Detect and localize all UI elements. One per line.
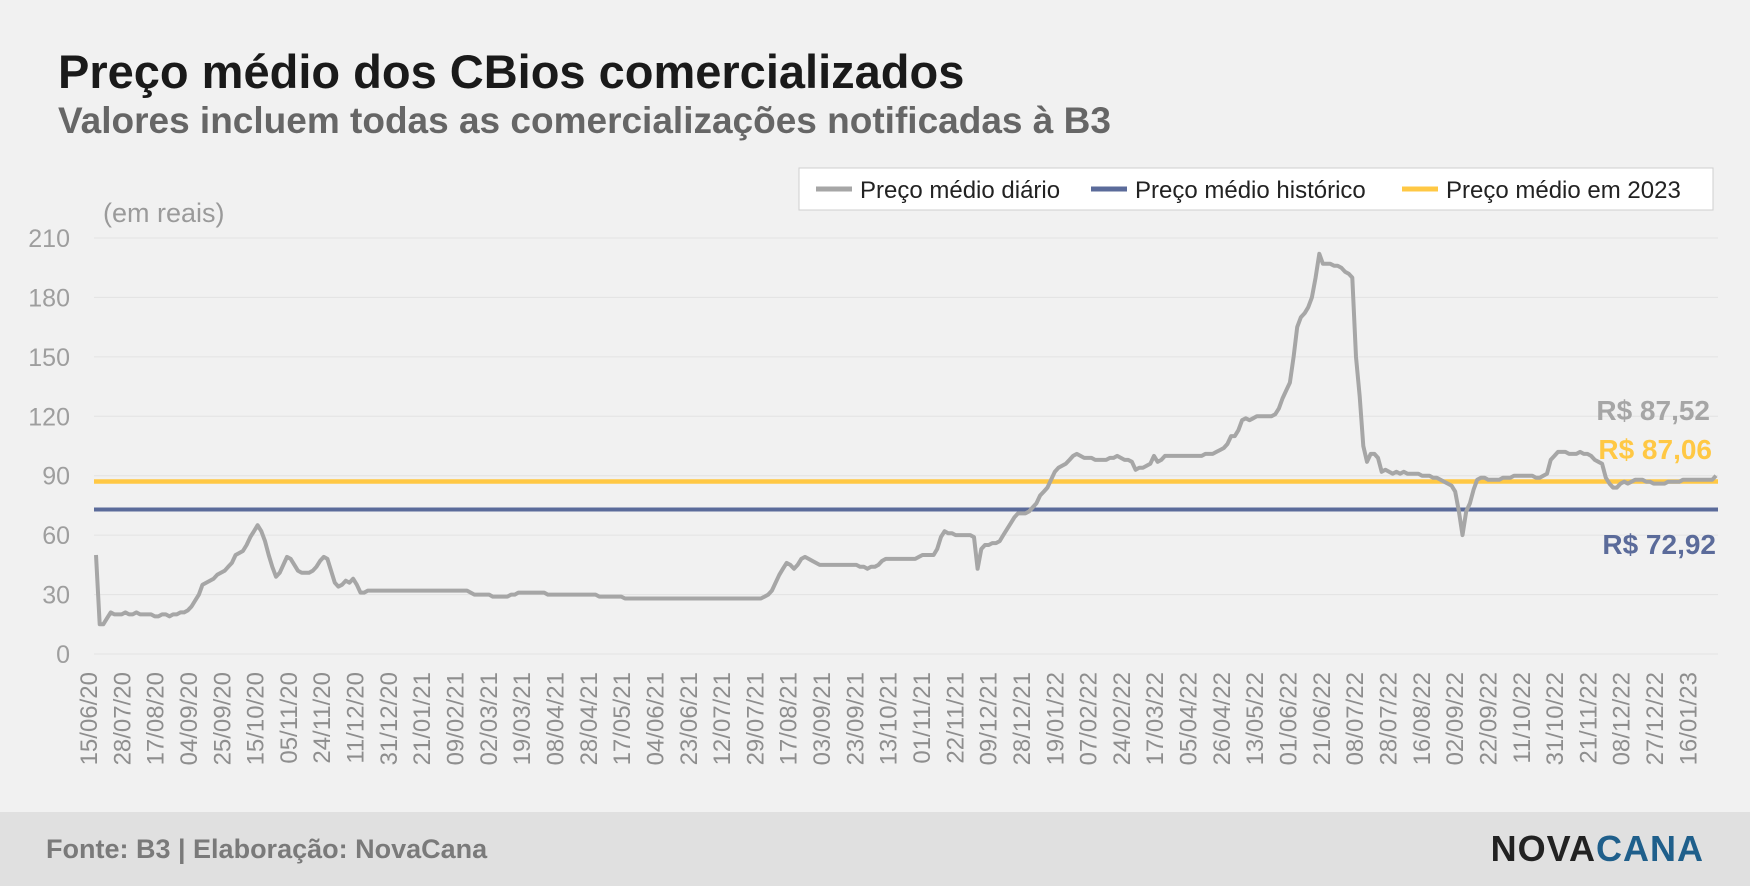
- x-tick-label: 22/09/22: [1475, 672, 1502, 765]
- x-tick-label: 31/12/20: [376, 672, 403, 765]
- x-tick-label: 23/06/21: [676, 672, 703, 765]
- x-tick-label: 31/10/22: [1542, 672, 1569, 765]
- x-tick-label: 16/01/23: [1675, 672, 1702, 765]
- x-tick-label: 04/06/21: [642, 672, 669, 765]
- y-axis-unit-label: (em reais): [103, 198, 225, 228]
- x-tick-label: 15/10/20: [243, 672, 270, 765]
- y-axis-ticks: 0 30 60 90 120 150 180 210: [28, 225, 70, 669]
- annotation-label: R$ 87,06: [1598, 434, 1712, 465]
- x-tick-label: 04/09/20: [176, 672, 203, 765]
- grid-lines: [94, 237, 1718, 655]
- x-tick-label: 21/11/22: [1575, 672, 1602, 764]
- legend-label-2023: Preço médio em 2023: [1446, 177, 1681, 204]
- y-tick-label-180: 180: [28, 284, 70, 312]
- y-tick-label-90: 90: [42, 463, 70, 491]
- x-tick-label: 28/12/21: [1009, 672, 1036, 765]
- x-tick-label: 17/05/21: [609, 672, 636, 765]
- x-tick-label: 21/01/21: [409, 672, 436, 765]
- novacana-logo: NOVACANA: [1491, 828, 1704, 870]
- x-tick-label: 08/12/22: [1609, 672, 1636, 765]
- x-tick-label: 21/06/22: [1309, 672, 1336, 765]
- x-tick-label: 15/06/20: [76, 672, 103, 765]
- x-tick-label: 23/09/21: [842, 672, 869, 765]
- x-tick-label: 22/11/21: [942, 672, 969, 764]
- x-tick-label: 19/01/22: [1042, 672, 1069, 765]
- x-tick-label: 26/04/22: [1209, 672, 1236, 765]
- series-lines: [94, 251, 1718, 627]
- x-tick-label: 08/07/22: [1342, 672, 1369, 765]
- x-tick-label: 28/07/22: [1375, 672, 1402, 765]
- x-tick-label: 27/12/22: [1642, 672, 1669, 765]
- daily-price-line: [94, 251, 1718, 627]
- chart-title: Preço médio dos CBios comercializados: [58, 45, 965, 98]
- footer: Fonte: B3 | Elaboração: NovaCana NOVACAN…: [0, 812, 1750, 886]
- y-tick-label-120: 120: [28, 403, 70, 431]
- x-tick-label: 24/02/22: [1109, 672, 1136, 765]
- x-tick-label: 28/04/21: [576, 672, 603, 765]
- logo-part-nova: NOVA: [1490, 828, 1596, 869]
- x-tick-label: 17/08/20: [143, 672, 170, 765]
- x-tick-label: 02/03/21: [476, 672, 503, 765]
- x-tick-label: 08/04/21: [542, 672, 569, 765]
- chart-subtitle: Valores incluem todas as comercializaçõe…: [58, 100, 1111, 141]
- x-tick-label: 17/08/21: [776, 672, 803, 765]
- x-tick-label: 02/09/22: [1442, 672, 1469, 765]
- legend-label-historic: Preço médio histórico: [1135, 177, 1366, 204]
- x-tick-label: 09/02/21: [443, 672, 470, 765]
- line-chart: 0 30 60 90 120 150 180 210 15/06/20 28/07/20 17/0…: [28, 167, 1718, 765]
- y-tick-label-60: 60: [42, 522, 70, 550]
- x-tick-label: 29/07/21: [742, 672, 769, 765]
- x-tick-label: 05/11/20: [276, 672, 303, 764]
- x-tick-label: 09/12/21: [976, 672, 1003, 765]
- x-tick-label: 17/03/22: [1142, 672, 1169, 765]
- y-tick-label-30: 30: [42, 582, 70, 610]
- x-tick-label: 03/09/21: [809, 672, 836, 765]
- x-tick-label: 11/12/20: [343, 672, 370, 764]
- x-tick-label: 01/11/21: [909, 672, 936, 764]
- x-tick-label: 24/11/20: [309, 672, 336, 764]
- x-tick-label: 11/10/22: [1509, 672, 1536, 764]
- x-tick-label: 13/10/21: [876, 672, 903, 765]
- x-tick-label: 19/03/21: [509, 672, 536, 765]
- x-tick-label: 25/09/20: [209, 672, 236, 765]
- x-tick-label: 16/08/22: [1409, 672, 1436, 765]
- x-tick-label: 05/04/22: [1176, 672, 1203, 765]
- annotation-label: R$ 72,92: [1602, 529, 1716, 560]
- legend-label-daily: Preço médio diário: [860, 177, 1060, 204]
- x-tick-label: 12/07/21: [709, 672, 736, 765]
- legend: Preço médio diário Preço médio histórico…: [798, 167, 1714, 211]
- y-tick-label-0: 0: [56, 641, 70, 669]
- value-annotations: R$ 87,52 R$ 87,06 R$ 72,92: [1596, 395, 1716, 560]
- source-credit: Fonte: B3 | Elaboração: NovaCana: [46, 834, 488, 864]
- y-tick-label-150: 150: [28, 344, 70, 372]
- y-tick-label-210: 210: [28, 225, 70, 253]
- x-tick-label: 28/07/20: [109, 672, 136, 765]
- x-tick-label: 01/06/22: [1276, 672, 1303, 765]
- x-tick-label: 07/02/22: [1076, 672, 1103, 765]
- logo-part-cana: CANA: [1596, 828, 1704, 869]
- legend-box: [798, 167, 1714, 211]
- annotation-label: R$ 87,52: [1596, 395, 1710, 426]
- x-axis-ticks: 15/06/20 28/07/20 17/08/20 04/09/20 25/09/20…: [76, 672, 1702, 765]
- x-tick-label: 13/05/22: [1242, 672, 1269, 765]
